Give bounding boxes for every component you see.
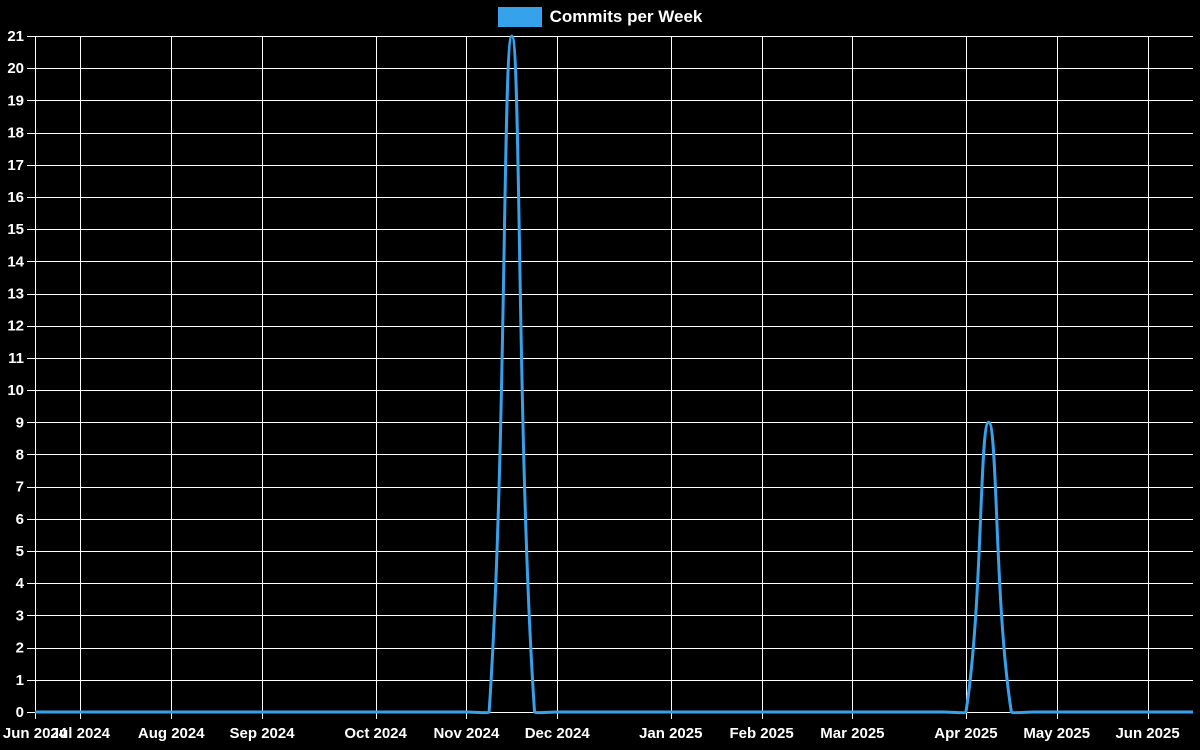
y-tick-label-11: 11 [8, 350, 24, 367]
y-tick-label-3: 3 [16, 607, 24, 624]
y-tick-label-19: 19 [7, 92, 24, 109]
y-tick-label-14: 14 [7, 253, 24, 270]
x-tick-label-aug-2024: Aug 2024 [138, 725, 205, 742]
x-tick-label-jun-2025: Jun 2025 [1115, 725, 1179, 742]
y-tick-label-16: 16 [7, 189, 24, 206]
y-tick-label-13: 13 [7, 286, 24, 303]
x-tick-label-jun-2024: Jun 2024 [3, 725, 68, 742]
commits-line-series[interactable] [35, 34, 1193, 715]
y-tick-label-6: 6 [16, 511, 24, 528]
x-tick-label-jan-2025: Jan 2025 [639, 725, 702, 742]
y-tick-label-17: 17 [7, 157, 24, 174]
x-tick-label-dec-2024: Dec 2024 [525, 725, 591, 742]
x-tick-label-apr-2025: Apr 2025 [934, 725, 997, 742]
y-axis-ticks [27, 36, 35, 713]
x-tick-label-mar-2025: Mar 2025 [820, 725, 884, 742]
horizontal-gridlines [35, 36, 1193, 713]
x-tick-label-feb-2025: Feb 2025 [729, 725, 793, 742]
y-tick-label-10: 10 [7, 382, 24, 399]
y-tick-label-20: 20 [7, 60, 24, 77]
y-tick-label-1: 1 [16, 672, 24, 689]
y-tick-label-0: 0 [16, 704, 24, 721]
x-tick-label-sep-2024: Sep 2024 [230, 725, 296, 742]
y-tick-label-4: 4 [16, 575, 25, 592]
x-tick-label-oct-2024: Oct 2024 [344, 725, 407, 742]
y-tick-label-7: 7 [16, 479, 24, 496]
y-tick-label-9: 9 [16, 414, 24, 431]
y-tick-label-21: 21 [7, 28, 24, 45]
legend: Commits per Week [0, 7, 1200, 27]
legend-swatch-icon [497, 7, 542, 27]
legend-label: Commits per Week [549, 7, 703, 26]
vertical-gridlines [35, 36, 1149, 712]
y-tick-label-18: 18 [7, 125, 24, 142]
legend-item-commits[interactable]: Commits per Week [497, 7, 703, 27]
y-tick-label-12: 12 [7, 318, 24, 335]
y-tick-label-5: 5 [16, 543, 24, 560]
x-tick-label-may-2025: May 2025 [1023, 725, 1090, 742]
y-tick-label-8: 8 [16, 446, 24, 463]
x-tick-label-nov-2024: Nov 2024 [433, 725, 500, 742]
x-tick-label-jul-2024: Jul 2024 [51, 725, 111, 742]
y-tick-label-15: 15 [7, 221, 24, 238]
y-tick-label-2: 2 [16, 640, 24, 657]
